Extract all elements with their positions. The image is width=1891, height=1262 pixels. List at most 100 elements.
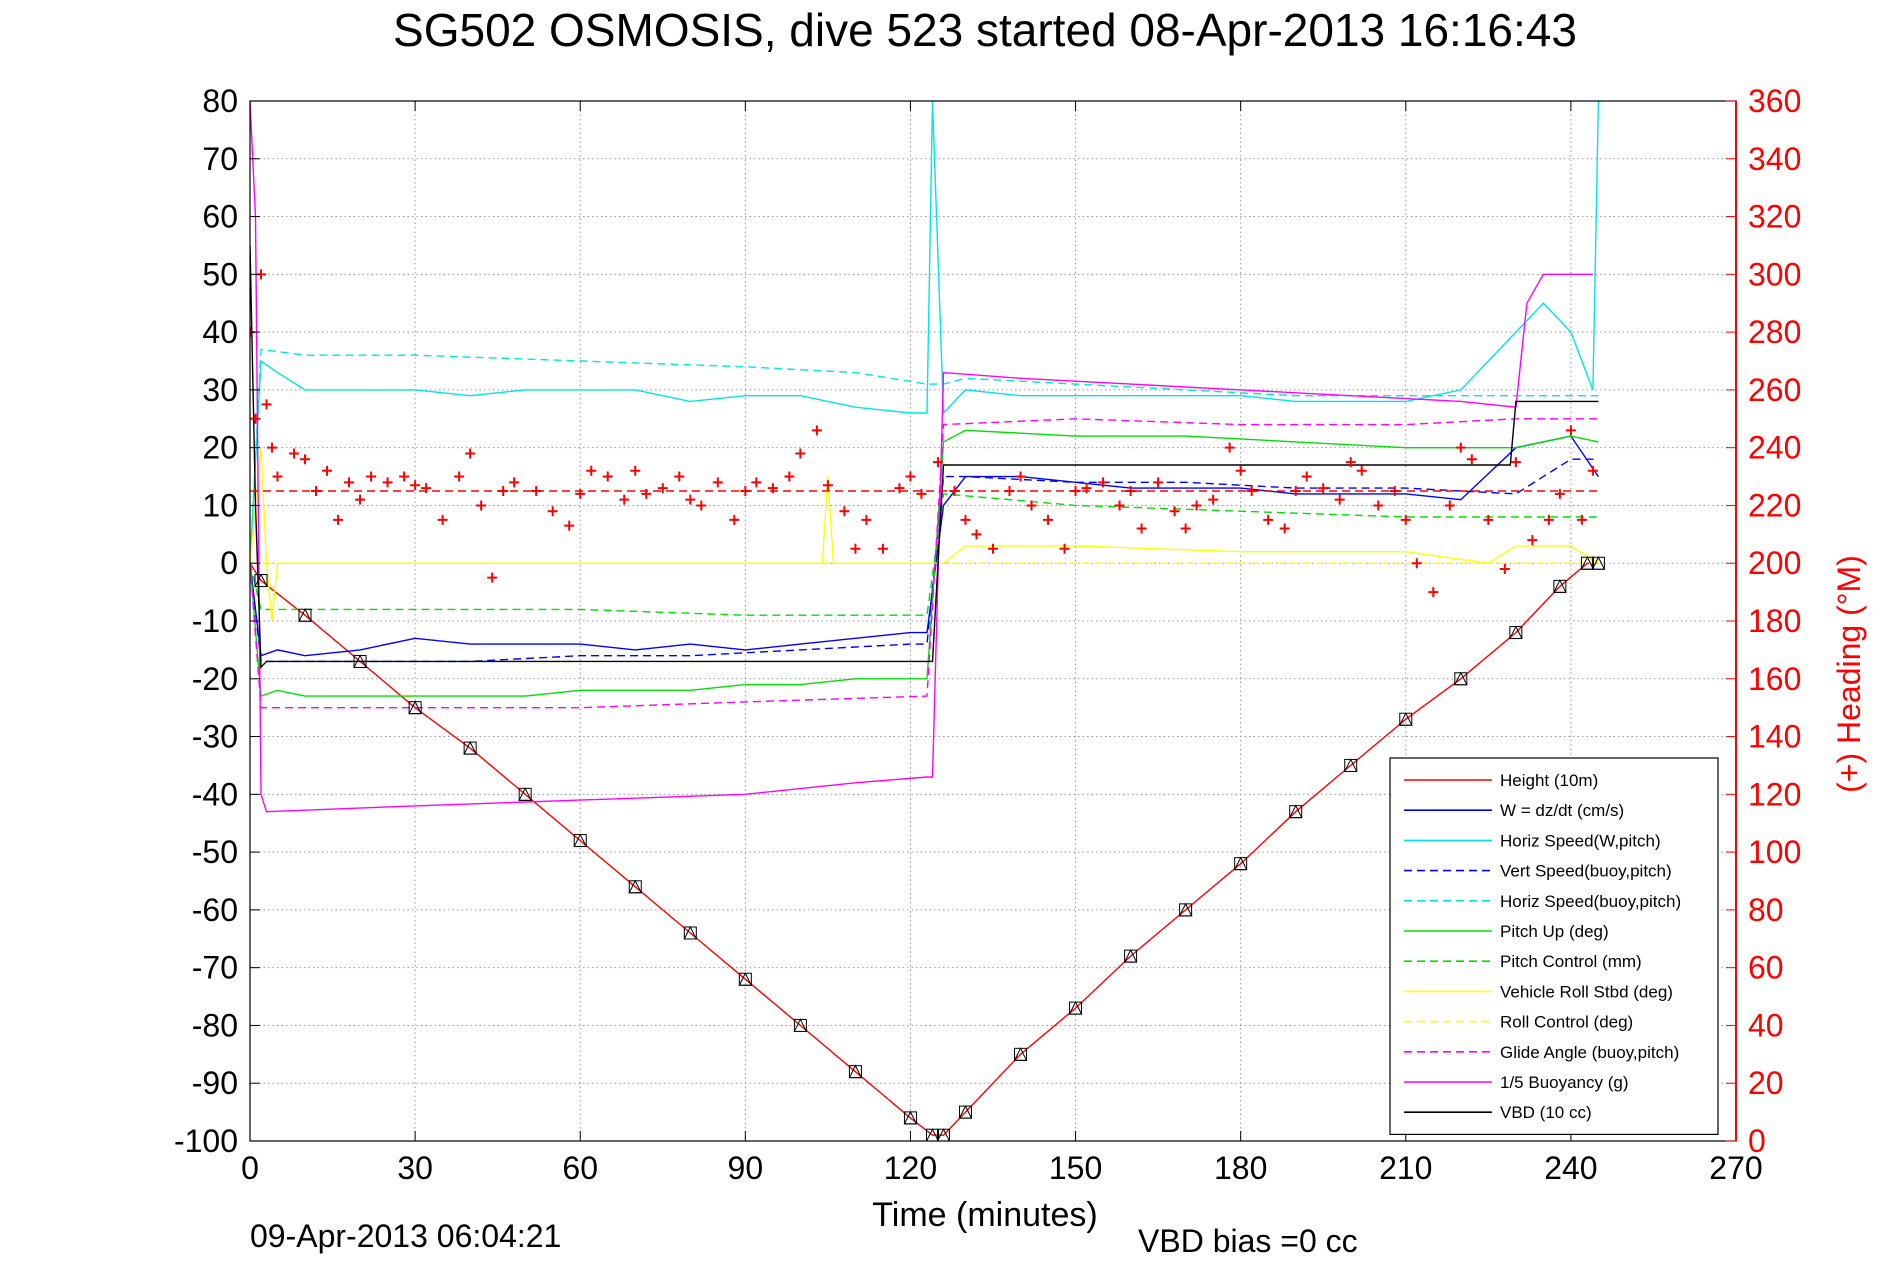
height-marker-tri bbox=[683, 925, 698, 940]
x-tick-label: 30 bbox=[397, 1150, 433, 1186]
height-marker-tri bbox=[937, 1128, 950, 1141]
right-tick-label: 120 bbox=[1748, 776, 1801, 812]
heading-point bbox=[564, 520, 575, 531]
x-tick-label: 180 bbox=[1214, 1150, 1267, 1186]
heading-point bbox=[696, 500, 707, 511]
heading-point bbox=[729, 514, 740, 525]
right-tick-label: 20 bbox=[1748, 1065, 1784, 1101]
heading-point bbox=[1345, 457, 1356, 468]
heading-point bbox=[1098, 477, 1109, 488]
heading-point bbox=[382, 477, 393, 488]
height-marker-tri bbox=[298, 608, 312, 622]
legend-label: Pitch Up (deg) bbox=[1500, 922, 1609, 941]
heading-point bbox=[1510, 457, 1521, 468]
heading-point bbox=[822, 480, 833, 491]
right-tick-label: 200 bbox=[1748, 545, 1801, 581]
y-tick-label: -100 bbox=[174, 1123, 238, 1159]
heading-point bbox=[355, 494, 366, 505]
height-marker-tri bbox=[628, 879, 643, 894]
y-tick-label: -90 bbox=[192, 1065, 238, 1101]
legend-label: Vehicle Roll Stbd (deg) bbox=[1500, 982, 1673, 1001]
series-pitch-up-deg bbox=[250, 429, 1599, 698]
height-marker-tri bbox=[1553, 579, 1567, 593]
y-tick-label: 10 bbox=[202, 487, 238, 523]
heading-point bbox=[795, 448, 806, 459]
height-marker-tri bbox=[1288, 804, 1303, 819]
heading-point bbox=[602, 471, 613, 482]
heading-point bbox=[1543, 514, 1554, 525]
height-marker-tri bbox=[848, 1064, 863, 1079]
heading-point bbox=[322, 465, 333, 476]
heading-point bbox=[1043, 514, 1054, 525]
x-tick-label: 90 bbox=[728, 1150, 764, 1186]
heading-point bbox=[932, 457, 943, 468]
heading-point bbox=[1153, 477, 1164, 488]
heading-point bbox=[487, 572, 498, 583]
heading-point bbox=[465, 448, 476, 459]
heading-point bbox=[1301, 471, 1312, 482]
y-tick-label: 30 bbox=[202, 372, 238, 408]
legend-label: 1/5 Buoyancy (g) bbox=[1500, 1073, 1629, 1092]
heading-point bbox=[547, 506, 558, 517]
heading-point bbox=[1059, 543, 1070, 554]
heading-point bbox=[272, 471, 283, 482]
heading-point bbox=[366, 471, 377, 482]
y-tick-label: -20 bbox=[192, 661, 238, 697]
legend-label: VBD (10 cc) bbox=[1500, 1103, 1592, 1122]
heading-point bbox=[1208, 494, 1219, 505]
x-tick-label: 0 bbox=[241, 1150, 259, 1186]
heading-point bbox=[1224, 442, 1235, 453]
heading-point bbox=[1527, 535, 1538, 546]
heading-point bbox=[877, 543, 888, 554]
height-marker-tri bbox=[926, 1128, 939, 1141]
heading-point bbox=[839, 506, 850, 517]
height-marker-tri bbox=[1343, 758, 1358, 772]
series-vbd-10-cc bbox=[250, 245, 1599, 669]
y-tick-label: 60 bbox=[202, 199, 238, 235]
x-tick-label: 240 bbox=[1544, 1150, 1597, 1186]
heading-point bbox=[1576, 514, 1587, 525]
height-marker-tri bbox=[254, 573, 268, 588]
y-tick-label: -30 bbox=[192, 719, 238, 755]
right-tick-label: 320 bbox=[1748, 199, 1801, 235]
height-marker-tri bbox=[1509, 625, 1523, 640]
x-tick-label: 270 bbox=[1709, 1150, 1762, 1186]
height-marker-tri bbox=[1591, 556, 1606, 570]
heading-point bbox=[454, 471, 465, 482]
height-marker-tri bbox=[1068, 1000, 1083, 1015]
heading-point bbox=[399, 471, 410, 482]
right-tick-label: 80 bbox=[1748, 892, 1784, 928]
y-tick-label: 50 bbox=[202, 256, 238, 292]
series-vehicle-roll-stbd-deg bbox=[250, 447, 1599, 622]
height-marker-tri bbox=[1013, 1047, 1028, 1061]
right-tick-label: 340 bbox=[1748, 141, 1801, 177]
heading-point bbox=[1026, 500, 1037, 511]
height-marker-tri bbox=[1454, 671, 1468, 686]
heading-point bbox=[1466, 454, 1477, 465]
height-marker-tri bbox=[1233, 856, 1248, 871]
height-marker-tri bbox=[958, 1104, 973, 1119]
axes: 0 30 60 90 120 150 180 210 240 270 80 70 60 50 40 30 20 1… bbox=[174, 83, 1801, 1186]
height-marker-tri bbox=[518, 787, 532, 801]
right-tick-label: 140 bbox=[1748, 719, 1801, 755]
heading-point bbox=[476, 500, 487, 511]
heading-point bbox=[784, 471, 795, 482]
right-axis-label: (+) Heading (°M) bbox=[1831, 555, 1867, 793]
heading-point bbox=[1373, 500, 1384, 511]
heading-point bbox=[1565, 425, 1576, 436]
y-tick-label: 70 bbox=[202, 141, 238, 177]
height-marker-tri bbox=[1123, 948, 1138, 963]
heading-point bbox=[410, 480, 421, 491]
heading-point bbox=[333, 514, 344, 525]
y-tick-label: 0 bbox=[220, 545, 238, 581]
right-tick-label: 300 bbox=[1748, 256, 1801, 292]
heading-point bbox=[1191, 500, 1202, 511]
legend-label: Horiz Speed(buoy,pitch) bbox=[1500, 892, 1681, 911]
height-marker-tri bbox=[793, 1018, 808, 1032]
legend-label: Horiz Speed(W,pitch) bbox=[1500, 831, 1661, 850]
heading-point bbox=[971, 529, 982, 540]
heading-point bbox=[437, 514, 448, 525]
heading-point bbox=[894, 483, 905, 494]
heading-point bbox=[861, 514, 872, 525]
heading-point bbox=[586, 465, 597, 476]
